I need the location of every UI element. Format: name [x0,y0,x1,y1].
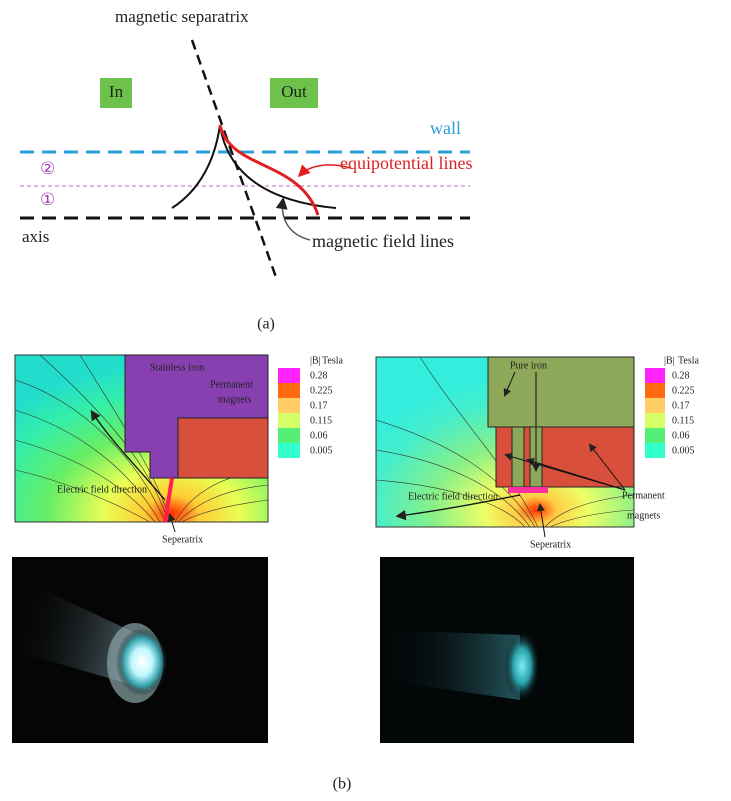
field-line [171,124,337,209]
region-2: ② [40,159,55,178]
permanent-magnet [495,426,513,488]
in-label: In [109,82,124,101]
magnet-arrow [504,452,626,491]
field-direction-label: Electric field direction [57,484,147,495]
in-box [100,78,132,108]
magnet-label: magnets [218,394,251,405]
equipotential-line [218,124,320,216]
colorbar-swatch [645,413,665,428]
field-direction-label: Electric field direction [408,491,498,502]
colorbar-swatch [278,383,300,398]
iron-label: Pure iron [510,360,547,371]
field-direction-arrow [395,494,521,521]
colorbar-swatch [645,383,665,398]
iron-label: Stainless iron [150,362,204,373]
caption-a: (a) [257,316,275,333]
magnet-arrow [588,443,626,491]
panel-b-right: Pure iron Permanent magnets Electric fie… [375,355,700,550]
colorbar-level: 0.225 [672,385,695,396]
panel-b-left: Stainless iron Permanent magnets Electri… [14,354,344,545]
plume [380,630,520,700]
colorbar-swatch [278,443,300,458]
colorbar-level: 0.115 [672,415,694,426]
separatrix-label: magnetic separatrix [115,7,249,26]
permanent-magnet [177,417,269,479]
colorbar-swatch [278,398,300,413]
separatrix-line [190,39,279,281]
colorbar-swatch [645,398,665,413]
field-lines [375,356,635,528]
colorbar: |B| Tesla 0.28 0.225 0.17 0.115 0.06 0.0… [278,355,344,458]
magnet-label: Permanent [622,490,665,501]
photo-left [12,557,268,743]
permanent-magnet [541,426,635,488]
colorbar-level: 0.005 [310,445,333,456]
field-lines-label: magnetic field lines [312,231,454,251]
magnet-label: Permanent [210,379,253,390]
colorbar-unit: Tesla [322,355,344,366]
colorbar-title: |B| [310,355,321,366]
colorbar-level: 0.115 [310,415,332,426]
field-direction-arrow [90,409,166,501]
colorbar-level: 0.06 [310,430,328,441]
thruster-glow [116,628,168,696]
colorbar-swatch [278,368,300,383]
wall-label: wall [430,118,461,138]
colorbar-swatch [278,428,300,443]
caption-b: (b) [333,776,352,793]
colorbar-level: 0.17 [672,400,690,411]
colorbar-level: 0.225 [310,385,333,396]
out-box [270,78,318,108]
separatrix-hot [508,487,548,493]
separatrix-arrow [536,503,546,538]
colorbar-level: 0.17 [310,400,328,411]
region-1: ① [40,190,55,209]
colorbar-level: 0.28 [310,370,328,381]
colorbar: |B| Tesla 0.28 0.225 0.17 0.115 0.06 0.0… [645,355,700,458]
colorbar-swatch [645,443,665,458]
colorbar-swatch [278,413,300,428]
out-label: Out [281,82,307,101]
panel-a: magnetic separatrix In Out wall ② ① axis… [20,7,472,333]
colorbar-level: 0.28 [672,370,690,381]
thruster-glow [504,630,540,702]
colorbar-unit: Tesla [678,355,700,366]
equipotential-label: equipotential lines [340,153,472,173]
equipotential-arrow [297,164,351,178]
photo-right [380,557,634,743]
colorbar-title: |B| [664,355,675,366]
colorbar-level: 0.005 [672,445,695,456]
separatrix-hot [163,477,174,523]
pure-iron [487,356,635,428]
separatrix-arrow [167,513,176,533]
separatrix-label: Seperatrix [162,534,203,545]
axis-label: axis [22,227,49,246]
magnet-label: magnets [627,510,660,521]
colorbar-swatch [645,428,665,443]
colorbar-level: 0.06 [672,430,690,441]
separatrix-label: Seperatrix [530,539,571,550]
colorbar-swatch [645,368,665,383]
permanent-magnet [523,426,531,488]
field-arrow [275,197,311,241]
iron-arrow [503,371,516,397]
